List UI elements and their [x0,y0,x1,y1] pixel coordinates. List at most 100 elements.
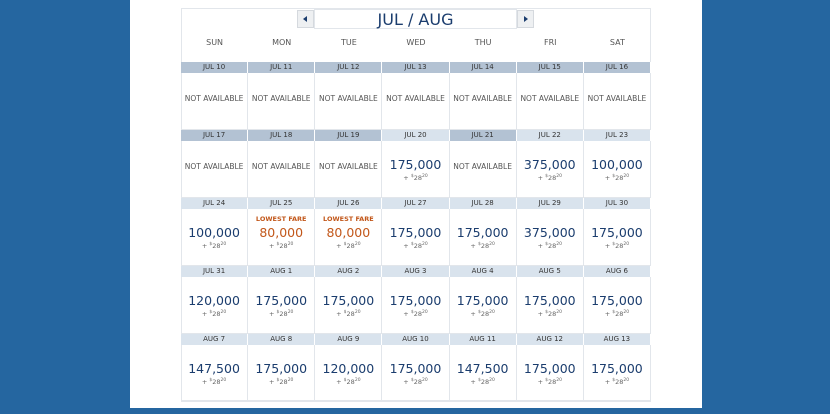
fee-cents: 20 [354,310,361,315]
prev-button[interactable] [297,10,314,28]
price: 175,000 [523,293,576,308]
not-available: NOT AVAILABLE [520,94,580,103]
fee-amount: 28 [547,174,557,183]
fee: + $2820 [315,310,381,318]
day-cell[interactable]: 120,000 + $2820 [181,277,249,334]
day-name: FRI [544,38,557,47]
fee-prefix: + [537,378,544,387]
price: 375,000 [523,157,576,172]
fee-prefix: + [201,378,208,387]
date-header: JUL 25 [248,198,316,209]
fee-amount: 28 [279,378,288,387]
fee-currency: $ [410,242,414,247]
next-button[interactable] [517,10,534,28]
fee-amount: 28 [615,310,624,319]
fee-amount: 28 [547,378,557,387]
fee-amount: 28 [212,378,221,387]
fee: + $2820 [181,242,247,250]
day-cell[interactable]: 175,000 + $2820 [449,209,517,266]
fee-prefix: + [604,378,611,387]
date-header: AUG 10 [382,334,450,345]
fee-currency: $ [343,378,347,383]
day-cell[interactable]: 175,000 + $2820 [382,209,450,266]
date-header: JUL 18 [248,130,316,141]
fee: + $2820 [382,310,448,318]
date-header: JUL 28 [449,198,517,209]
date-header: JUL 31 [181,266,249,277]
price: 175,000 [255,361,308,376]
day-cell[interactable]: 175,000 + $2820 [382,345,450,402]
fee-currency: $ [410,378,414,383]
date-header: AUG 13 [583,334,651,345]
fee: + $2820 [450,242,516,250]
day-cell[interactable]: 175,000 + $2820 [583,209,651,266]
date-header: AUG 11 [449,334,517,345]
day-cell: NOT AVAILABLE [315,141,383,198]
fee-prefix: + [336,378,342,387]
day-cell[interactable]: 175,000 + $2820 [516,277,584,334]
fee-prefix: + [604,242,611,251]
day-cell[interactable]: 375,000 + $2820 [516,209,584,266]
day-cell[interactable]: 175,000 + $2820 [382,141,450,198]
day-cell[interactable]: 175,000 + $2820 [516,345,584,402]
fee-prefix: + [403,310,409,319]
price: 175,000 [456,225,509,240]
fee-amount: 28 [480,242,490,251]
date-header: AUG 9 [315,334,383,345]
fee-cents: 20 [556,378,562,383]
fee-cents: 20 [220,310,227,315]
fee-amount: 28 [212,242,221,251]
fee-currency: $ [343,310,347,315]
fee-currency: $ [545,378,548,383]
not-available: NOT AVAILABLE [587,94,647,103]
fee-prefix: + [470,378,476,387]
fee-currency: $ [545,242,548,247]
fee-prefix: + [201,242,208,251]
date-header: AUG 1 [248,266,316,277]
fee-cents: 20 [220,242,227,247]
price: 100,000 [188,225,240,240]
day-cell[interactable]: 175,000 + $2820 [583,277,651,334]
day-name: TUE [340,38,357,47]
fee: + $2820 [181,378,247,386]
fee-prefix: + [403,174,409,183]
fee-prefix: + [336,242,342,251]
price: 147,500 [456,361,509,376]
fee: + $2820 [248,310,314,318]
day-cell[interactable]: 375,000 + $2820 [516,141,584,198]
fee-amount: 28 [615,378,624,387]
day-cell[interactable]: 100,000 + $2820 [181,209,249,266]
date-header: JUL 24 [181,198,249,209]
day-cell[interactable]: 175,000 + $2820 [315,277,383,334]
fee: + $2820 [517,310,583,318]
day-cell[interactable]: 175,000 + $2820 [449,277,517,334]
day-cell[interactable]: 147,500 + $2820 [449,345,517,402]
price: 80,000 [259,225,304,240]
day-cell[interactable]: 120,000 + $2820 [315,345,383,402]
fee-amount: 28 [547,310,557,319]
price: 175,000 [389,293,442,308]
fee-amount: 28 [279,242,288,251]
fee-cents: 20 [287,242,294,247]
day-cell[interactable]: 175,000 + $2820 [248,345,316,402]
fee-currency: $ [410,310,414,315]
day-cell[interactable]: 147,500 + $2820 [181,345,249,402]
fee-currency: $ [276,378,280,383]
date-header: AUG 5 [516,266,584,277]
day-cell[interactable]: 100,000 + $2820 [583,141,651,198]
day-cell: NOT AVAILABLE [315,73,383,130]
day-cell[interactable]: 175,000 + $2820 [382,277,450,334]
day-cell[interactable]: 175,000 + $2820 [583,345,651,402]
price: 175,000 [389,361,442,376]
day-cell[interactable]: LOWEST FARE 80,000 + $2820 [248,209,316,266]
day-cell[interactable]: 175,000 + $2820 [248,277,316,334]
fee-prefix: + [336,310,342,319]
fee-amount: 28 [615,242,624,251]
date-header: JUL 14 [449,62,517,73]
fee-currency: $ [545,174,548,179]
price: 175,000 [591,225,643,240]
day-cell[interactable]: LOWEST FARE 80,000 + $2820 [315,209,383,266]
fee-currency: $ [209,242,213,247]
fee-cents: 20 [421,310,428,315]
fee-prefix: + [269,310,275,319]
